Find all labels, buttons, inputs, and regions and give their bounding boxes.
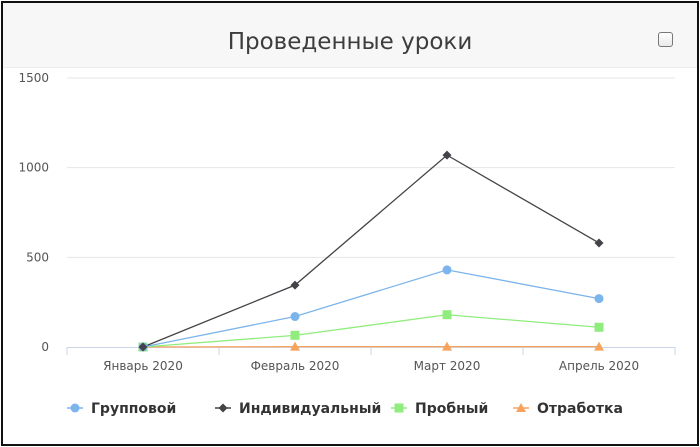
series-lines — [142, 154, 600, 348]
data-point[interactable] — [290, 280, 300, 290]
data-point[interactable] — [138, 342, 148, 352]
grid-lines — [67, 77, 675, 258]
data-point[interactable] — [442, 341, 452, 351]
x-axis: Январь 2020 Февраль 2020 Март 2020 Апрель 2… — [66, 347, 676, 373]
panel-checkbox[interactable] — [658, 32, 673, 47]
line-chart: 0 500 1000 1500 Январь 2020 Февраль 2020 Март… — [18, 71, 676, 417]
legend-item-3[interactable]: Отработка — [513, 401, 623, 417]
series-line-2 — [142, 314, 600, 348]
data-point[interactable] — [290, 312, 300, 322]
data-point[interactable] — [442, 310, 452, 320]
series-line-1 — [142, 154, 600, 348]
x-tick-label: Март 2020 — [414, 359, 481, 373]
data-point[interactable] — [594, 238, 604, 248]
legend-label: Индивидуальный — [239, 401, 381, 417]
legend-marker[interactable] — [70, 403, 80, 413]
legend: Групповой Индивидуальный Пробный Отработка — [67, 401, 623, 417]
data-point[interactable] — [594, 294, 604, 304]
y-tick-label: 0 — [41, 340, 49, 354]
legend-item-2[interactable]: Пробный — [391, 401, 488, 417]
legend-label: Групповой — [91, 401, 176, 417]
legend-marker[interactable] — [394, 403, 404, 413]
panel-header: Проведенные уроки — [3, 3, 697, 68]
legend-item-0[interactable]: Групповой — [67, 401, 176, 417]
legend-label: Пробный — [415, 401, 488, 417]
x-tick-label: Апрель 2020 — [559, 359, 639, 373]
legend-label: Отработка — [537, 401, 623, 417]
data-point[interactable] — [594, 341, 604, 351]
y-tick-label: 1500 — [18, 71, 49, 85]
y-tick-label: 1000 — [18, 161, 49, 175]
y-tick-label: 500 — [26, 250, 49, 264]
series-line-0 — [142, 269, 600, 348]
data-point[interactable] — [442, 265, 452, 275]
data-point[interactable] — [290, 341, 300, 351]
series-markers — [138, 150, 604, 352]
chart-title: Проведенные уроки — [227, 29, 473, 55]
legend-marker[interactable] — [218, 403, 228, 413]
legend-item-1[interactable]: Индивидуальный — [215, 401, 381, 417]
data-point[interactable] — [442, 150, 452, 160]
data-point[interactable] — [594, 322, 604, 332]
legend-marker[interactable] — [516, 403, 526, 412]
x-tick-label: Январь 2020 — [103, 359, 183, 373]
data-point[interactable] — [290, 330, 300, 340]
x-tick-label: Февраль 2020 — [251, 359, 340, 373]
y-axis: 0 500 1000 1500 — [18, 71, 49, 354]
